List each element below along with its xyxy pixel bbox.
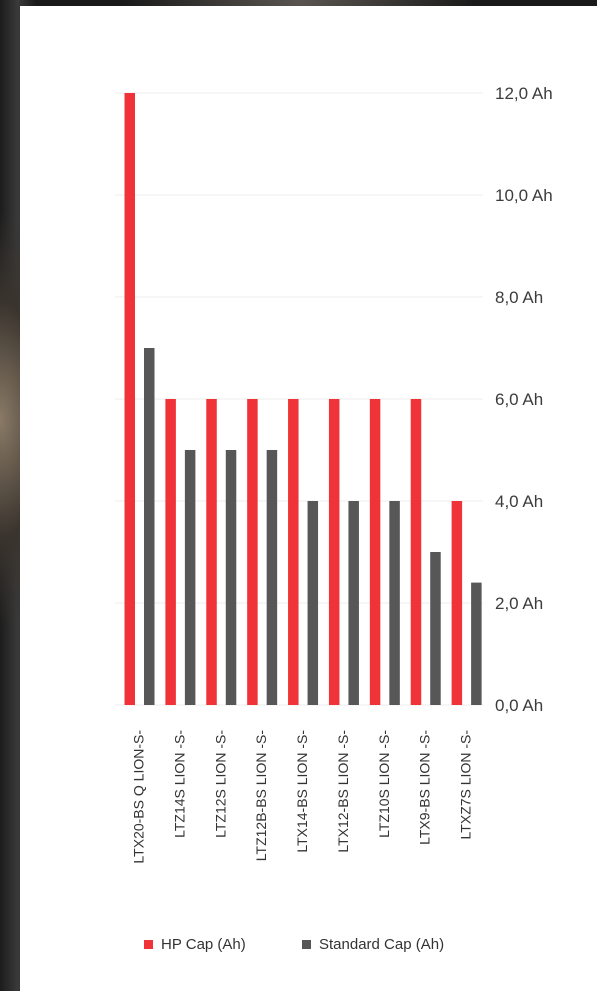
chart-card: [20, 6, 597, 991]
x-category-label: LTX12-BS LION -S-: [335, 730, 351, 853]
y-tick-label: 8,0 Ah: [495, 288, 543, 307]
x-category-label: LTZ10S LION -S-: [376, 730, 392, 838]
bar-standard-cap[interactable]: [348, 501, 359, 705]
x-category-label: LTXZ7S LION -S-: [458, 730, 474, 840]
x-category-label: LTX9-BS LION -S-: [417, 730, 433, 845]
legend-item-standard-cap[interactable]: Standard Cap (Ah): [302, 936, 444, 953]
y-axis-tick-labels: 0,0 Ah 2,0 Ah 4,0 Ah 6,0 Ah 8,0 Ah 10,0 Ah 12,…: [495, 84, 553, 715]
bar-standard-cap[interactable]: [184, 450, 196, 705]
bar-hp-cap[interactable]: [369, 399, 381, 705]
bars: [124, 93, 482, 705]
legend-label-standard-cap: Standard Cap (Ah): [319, 936, 445, 953]
x-category-label: LTZ14S LION -S-: [171, 730, 187, 838]
y-tick-label: 12,0 Ah: [495, 84, 553, 103]
x-axis-category-labels: LTX20-BS Q LION-S- LTZ14S LION -S- LTZ12S …: [131, 730, 474, 864]
bar-standard-cap[interactable]: [471, 582, 482, 705]
bar-standard-cap[interactable]: [307, 501, 319, 705]
bar-hp-cap[interactable]: [247, 399, 258, 705]
bar-hp-cap[interactable]: [288, 399, 299, 705]
x-category-label: LTX20-BS Q LION-S-: [131, 730, 147, 864]
bar-hp-cap[interactable]: [165, 399, 176, 705]
bar-hp-cap[interactable]: [451, 501, 463, 705]
bar-hp-cap[interactable]: [328, 399, 340, 705]
y-tick-label: 10,0 Ah: [495, 186, 553, 205]
bar-hp-cap[interactable]: [410, 399, 422, 705]
x-category-label: LTX14-BS LION -S-: [294, 730, 310, 853]
legend-item-hp-cap[interactable]: HP Cap (Ah): [144, 936, 246, 953]
bar-standard-cap[interactable]: [266, 450, 278, 705]
y-tick-label: 0,0 Ah: [495, 696, 543, 715]
y-tick-label: 2,0 Ah: [495, 594, 543, 613]
bar-standard-cap[interactable]: [430, 552, 441, 705]
x-category-label: LTZ12S LION -S-: [212, 730, 228, 838]
legend-swatch-hp-cap: [144, 940, 153, 949]
bar-standard-cap[interactable]: [144, 348, 155, 705]
x-category-label: LTZ12B-BS LION -S-: [253, 730, 269, 862]
bar-standard-cap[interactable]: [225, 450, 237, 705]
y-tick-label: 4,0 Ah: [495, 492, 543, 511]
legend-swatch-standard-cap: [302, 940, 311, 949]
bar-hp-cap[interactable]: [124, 93, 136, 705]
legend-label-hp-cap: HP Cap (Ah): [161, 936, 246, 953]
y-tick-label: 6,0 Ah: [495, 390, 543, 409]
grid-lines: [115, 92, 483, 706]
bar-hp-cap[interactable]: [206, 399, 217, 705]
bar-standard-cap[interactable]: [389, 501, 400, 705]
